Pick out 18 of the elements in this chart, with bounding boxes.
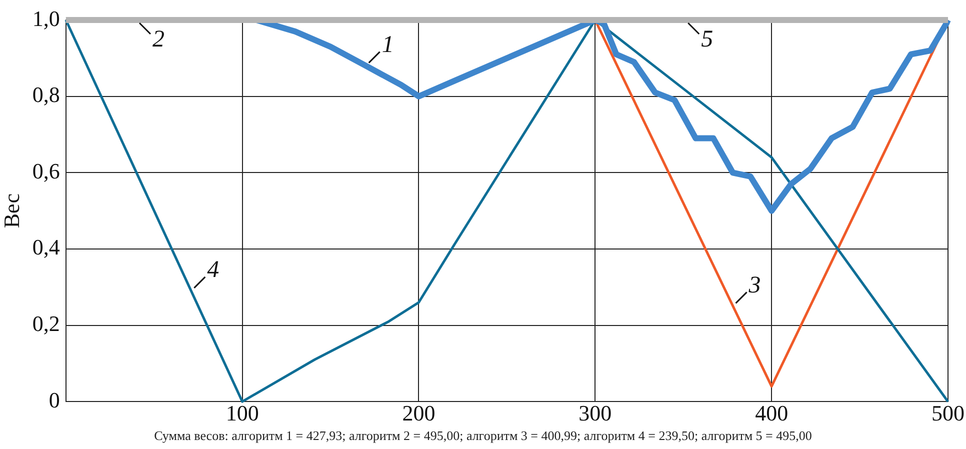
annotation: 1	[382, 32, 394, 58]
annotation: 5	[701, 26, 714, 52]
y-tick-label: 0,6	[32, 158, 60, 184]
annotation: 2	[152, 26, 164, 52]
y-tick-label: 0,4	[32, 234, 60, 260]
annotation: 4	[207, 257, 220, 284]
y-axis-title: Вес	[0, 193, 24, 228]
text: Сумма весов: алгоритм 1 = 427,93; алгоритм 2 = 495,00; алгоритм 3 = 400,99; алгоритм 4 = 239,50; алгоритм 5 = 495,00	[153, 428, 813, 444]
y-tick-label: 0,2	[32, 311, 60, 336]
x-tick-label: 100	[226, 400, 259, 426]
x-tick-label: 400	[755, 400, 788, 426]
y-tick-label: 0,8	[32, 82, 60, 108]
annotation: 3	[748, 272, 761, 299]
y-tick-label: 0	[48, 387, 60, 412]
x-tick-label: 500	[932, 400, 964, 426]
y-tick-label: 1,0	[32, 6, 60, 31]
x-tick-label: 300	[578, 400, 612, 426]
x-tick-label: 200	[402, 400, 436, 426]
